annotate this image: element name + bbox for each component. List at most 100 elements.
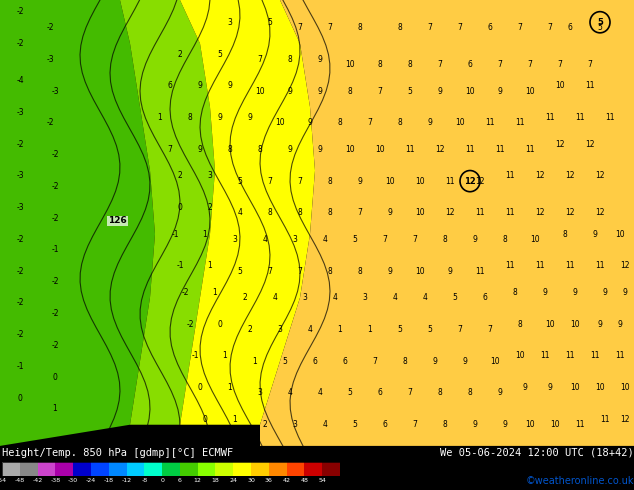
Text: -2: -2 [51, 214, 59, 222]
Text: -2: -2 [16, 39, 23, 48]
Polygon shape [180, 0, 315, 425]
Text: 6: 6 [488, 23, 493, 32]
Text: 9: 9 [598, 319, 602, 329]
Text: 9: 9 [427, 119, 432, 127]
Text: 10: 10 [570, 383, 580, 392]
Text: 8: 8 [328, 208, 332, 218]
Text: 4: 4 [333, 293, 337, 302]
Text: 5: 5 [408, 87, 413, 96]
Text: 2: 2 [248, 325, 252, 334]
Text: 0: 0 [217, 319, 223, 329]
Text: 126: 126 [108, 217, 127, 225]
Text: 2: 2 [262, 420, 268, 429]
Text: 8: 8 [403, 357, 408, 366]
Text: 11: 11 [476, 208, 485, 218]
Text: 12: 12 [620, 261, 630, 270]
Text: -1: -1 [176, 261, 184, 270]
Text: 11: 11 [505, 172, 515, 180]
Text: 5: 5 [598, 23, 602, 32]
Text: 10: 10 [550, 420, 560, 429]
Text: 10: 10 [620, 383, 630, 392]
Text: -8: -8 [141, 478, 147, 483]
Text: -2: -2 [46, 119, 54, 127]
Text: 11: 11 [495, 145, 505, 154]
Text: -2: -2 [16, 298, 23, 307]
Text: 8: 8 [398, 119, 403, 127]
Text: 7: 7 [413, 235, 417, 244]
Bar [304, 462, 322, 476]
Text: 9: 9 [318, 55, 323, 64]
Text: 8: 8 [188, 113, 192, 122]
Text: 7: 7 [297, 267, 302, 276]
Text: 8: 8 [328, 267, 332, 276]
Text: 4: 4 [307, 325, 313, 334]
Bar [37, 462, 55, 476]
Text: Height/Temp. 850 hPa [gdmp][°C] ECMWF: Height/Temp. 850 hPa [gdmp][°C] ECMWF [2, 448, 233, 458]
Text: 9: 9 [318, 87, 323, 96]
Text: 8: 8 [503, 235, 507, 244]
Text: -2: -2 [51, 341, 59, 350]
Text: -30: -30 [68, 478, 78, 483]
Bar [180, 462, 198, 476]
Text: -2: -2 [46, 23, 54, 32]
Text: 9: 9 [623, 288, 628, 297]
Text: -38: -38 [50, 478, 60, 483]
Text: 4: 4 [262, 235, 268, 244]
Text: 8: 8 [443, 235, 448, 244]
Text: 7: 7 [408, 389, 413, 397]
Text: -2: -2 [51, 150, 59, 159]
Text: 10: 10 [595, 383, 605, 392]
Text: 9: 9 [472, 420, 477, 429]
Text: 3: 3 [233, 235, 238, 244]
Text: 8: 8 [257, 145, 262, 154]
Text: -24: -24 [86, 478, 96, 483]
Text: 10: 10 [555, 81, 565, 90]
Text: 1: 1 [207, 261, 212, 270]
Text: 11: 11 [566, 261, 575, 270]
Text: 9: 9 [448, 267, 453, 276]
Text: 8: 8 [468, 389, 472, 397]
Text: 5: 5 [453, 293, 458, 302]
Text: 6: 6 [313, 357, 318, 366]
Text: 9: 9 [472, 235, 477, 244]
Text: 10: 10 [515, 351, 525, 360]
Text: 7: 7 [527, 60, 533, 69]
Text: -2: -2 [51, 182, 59, 191]
Text: 1: 1 [223, 351, 228, 360]
Text: 5: 5 [398, 325, 403, 334]
Text: 6: 6 [482, 293, 488, 302]
Text: 11: 11 [566, 351, 575, 360]
Bar [251, 462, 269, 476]
Text: 8: 8 [378, 60, 382, 69]
Bar [216, 462, 233, 476]
Text: 7: 7 [588, 60, 592, 69]
Text: 7: 7 [458, 23, 462, 32]
Text: 7: 7 [557, 60, 562, 69]
Text: 9: 9 [522, 383, 527, 392]
Text: 10: 10 [545, 319, 555, 329]
Text: 11: 11 [535, 261, 545, 270]
Text: 8: 8 [513, 288, 517, 297]
Text: 30: 30 [247, 478, 255, 483]
Text: 0: 0 [202, 415, 207, 424]
Bar [322, 462, 340, 476]
Text: 7: 7 [297, 23, 302, 32]
Text: 9: 9 [288, 145, 292, 154]
Bar [109, 462, 127, 476]
Text: -3: -3 [16, 203, 24, 212]
Text: 5: 5 [353, 235, 358, 244]
Text: 9: 9 [618, 319, 623, 329]
Text: 3: 3 [302, 293, 307, 302]
Text: 9: 9 [548, 383, 552, 392]
Text: 11: 11 [525, 145, 534, 154]
Text: -2: -2 [51, 309, 59, 318]
Bar [233, 462, 251, 476]
Text: 4: 4 [392, 293, 398, 302]
Text: -1: -1 [16, 362, 23, 371]
Text: 0: 0 [198, 383, 202, 392]
Text: 12: 12 [476, 176, 485, 186]
Bar [73, 462, 91, 476]
Text: 1: 1 [212, 288, 217, 297]
Text: 8: 8 [408, 60, 412, 69]
Text: 3: 3 [292, 235, 297, 244]
